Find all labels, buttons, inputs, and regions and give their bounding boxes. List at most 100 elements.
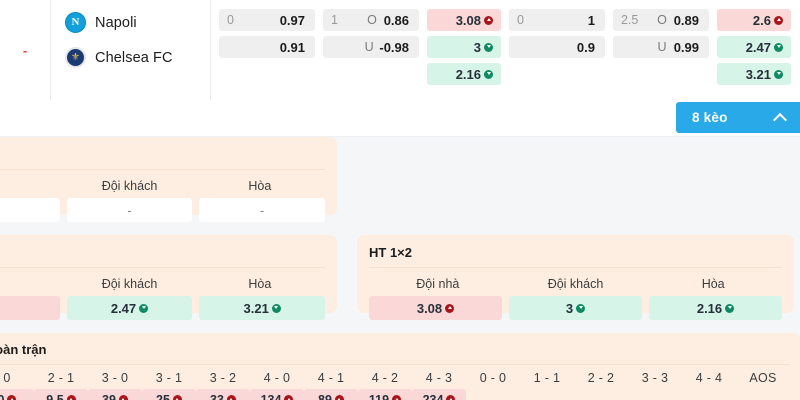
score-label: 2 - 1: [47, 371, 75, 385]
score-odd[interactable]: [574, 389, 628, 400]
correct-score-cell[interactable]: 3 - 1 25: [142, 371, 196, 400]
market-value-away[interactable]: -: [66, 198, 193, 222]
correct-score-cell[interactable]: 0 0: [0, 371, 34, 400]
correct-score-cell[interactable]: 3 - 3: [628, 371, 682, 400]
odds-cell-handicap-ft-row2[interactable]: 0.9: [509, 36, 605, 58]
trend-up-icon: [334, 395, 344, 400]
under-value-h1: -0.98: [379, 39, 409, 55]
score-odd[interactable]: 0: [0, 389, 34, 400]
market-value-away[interactable]: 2.47: [66, 296, 193, 320]
odds-cell-handicap-h1-spacer: [219, 63, 315, 85]
score-odd[interactable]: 9.5: [34, 389, 88, 400]
trend-down-icon: [484, 42, 493, 52]
score-odd-text: 9.5: [46, 392, 64, 400]
teams-column[interactable]: Napoli Chelsea FC: [51, 0, 211, 100]
market-value-draw[interactable]: 2.16: [649, 296, 782, 320]
score-odd-text: 134: [260, 392, 282, 400]
correct-score-cell[interactable]: 4 - 4: [682, 371, 736, 400]
handicap-line-h1: 0: [227, 13, 234, 27]
score-odd[interactable]: [628, 389, 682, 400]
napoli-crest-icon: [65, 12, 86, 33]
trend-down-icon: [139, 303, 149, 313]
chevron-up-icon: [775, 112, 786, 123]
odds-cell-1x2-h1-draw[interactable]: 2.16: [427, 63, 501, 85]
odds-cell-handicap-ft-row1[interactable]: 0 1: [509, 9, 605, 31]
score-label: 4 - 2: [371, 371, 399, 385]
score-odd[interactable]: 119: [358, 389, 412, 400]
score-odd[interactable]: [520, 389, 574, 400]
score-odd-text: 89: [318, 392, 332, 400]
trend-down-icon: [271, 303, 281, 313]
correct-score-cell[interactable]: 4 - 1 89: [304, 371, 358, 400]
keo-count-label: 8 kèo: [692, 110, 728, 125]
score-odd[interactable]: 134: [250, 389, 304, 400]
over-tag-ft: O: [657, 13, 667, 27]
odds-cell-1x2-ft-home[interactable]: 2.6: [717, 9, 791, 31]
odds-cell-1x2-h1-home[interactable]: 3.08: [427, 9, 501, 31]
favorite-column: -: [0, 0, 51, 100]
team-row-home[interactable]: Napoli: [65, 12, 210, 33]
odds-cell-over-h1[interactable]: 1 O 0.86: [323, 9, 419, 31]
odds-cell-under-ft[interactable]: U 0.99: [613, 36, 709, 58]
correct-score-cell[interactable]: 3 - 2 33: [196, 371, 250, 400]
market-value-home[interactable]: [0, 198, 60, 222]
score-odd[interactable]: 234: [412, 389, 466, 400]
market-value-draw[interactable]: 3.21: [199, 296, 326, 320]
odds-group-handicap-first-half: 0 0.97 0.91: [215, 9, 319, 100]
market-value-home[interactable]: [0, 296, 60, 320]
score-label: 0 - 0: [479, 371, 507, 385]
score-odd[interactable]: 33: [196, 389, 250, 400]
market-value-away[interactable]: 3: [509, 296, 642, 320]
keo-count-button[interactable]: 8 kèo: [676, 102, 800, 133]
over-tag-h1: O: [367, 13, 377, 27]
score-odd[interactable]: 25: [142, 389, 196, 400]
col-head-draw: Hòa: [248, 277, 272, 291]
correct-score-cell[interactable]: 4 - 3 234: [412, 371, 466, 400]
odds-cell-1x2-h1-away[interactable]: 3: [427, 36, 501, 58]
odds-value-1x2-h1-away: 3: [473, 39, 481, 55]
odds-value-1x2-ft-home: 2.6: [752, 12, 771, 28]
correct-score-cell[interactable]: 3 - 0 39: [88, 371, 142, 400]
odds-cell-1x2-ft-draw[interactable]: 3.21: [717, 63, 791, 85]
handicap-line-ft: 0: [517, 13, 524, 27]
odds-cell-1x2-ft-away[interactable]: 2.47: [717, 36, 791, 58]
match-odds-panel: - Napoli Chelsea FC 0 0.97: [0, 0, 800, 100]
score-odd[interactable]: [682, 389, 736, 400]
correct-score-cell[interactable]: 0 - 0: [466, 371, 520, 400]
correct-score-cell[interactable]: 2 - 2: [574, 371, 628, 400]
score-odd[interactable]: [466, 389, 520, 400]
ou-line-ft: 2.5: [621, 13, 639, 27]
correct-score-cell[interactable]: 4 - 2 119: [358, 371, 412, 400]
score-odd[interactable]: [736, 389, 790, 400]
market-column-headers-ft2: Đội khách Hòa: [0, 274, 325, 296]
market-value-home-text: 3.08: [416, 300, 443, 316]
score-label: AOS: [749, 371, 777, 385]
odds-cell-handicap-h1-row1[interactable]: 0 0.97: [219, 9, 315, 31]
market-value-home[interactable]: 3.08: [369, 296, 502, 320]
trend-up-icon: [774, 15, 783, 25]
correct-score-cell[interactable]: 4 - 0 134: [250, 371, 304, 400]
odds-cell-handicap-h1-row2[interactable]: 0.91: [219, 36, 315, 58]
team-name-away: Chelsea FC: [95, 49, 173, 66]
trend-up-icon: [172, 395, 182, 400]
correct-score-cell[interactable]: 1 - 1: [520, 371, 574, 400]
market-value-away-text: 3: [565, 300, 574, 316]
odds-cell-under-h1[interactable]: U -0.98: [323, 36, 419, 58]
score-odd[interactable]: 39: [88, 389, 142, 400]
col-head-home: [0, 274, 64, 296]
market-value-draw[interactable]: -: [199, 198, 326, 222]
score-label: 4 - 3: [425, 371, 453, 385]
trend-down-icon: [576, 303, 586, 313]
market-values-ht: 3.08 3 2.16: [369, 296, 782, 320]
correct-score-cell[interactable]: 2 - 1 9.5: [34, 371, 88, 400]
market-values-ft: - -: [0, 198, 326, 222]
odds-cell-over-ft[interactable]: 2.5 O 0.89: [613, 9, 709, 31]
correct-score-cell[interactable]: AOS: [736, 371, 790, 400]
score-label: 4 - 1: [317, 371, 345, 385]
col-head-draw: Hòa: [248, 179, 272, 193]
over-value-ft: 0.89: [673, 12, 699, 28]
trend-up-icon: [66, 395, 76, 400]
team-row-away[interactable]: Chelsea FC: [65, 47, 210, 68]
score-odd[interactable]: 89: [304, 389, 358, 400]
market-card-ft-1x2-second: Đội khách Hòa 2.47 3.21: [0, 235, 337, 320]
